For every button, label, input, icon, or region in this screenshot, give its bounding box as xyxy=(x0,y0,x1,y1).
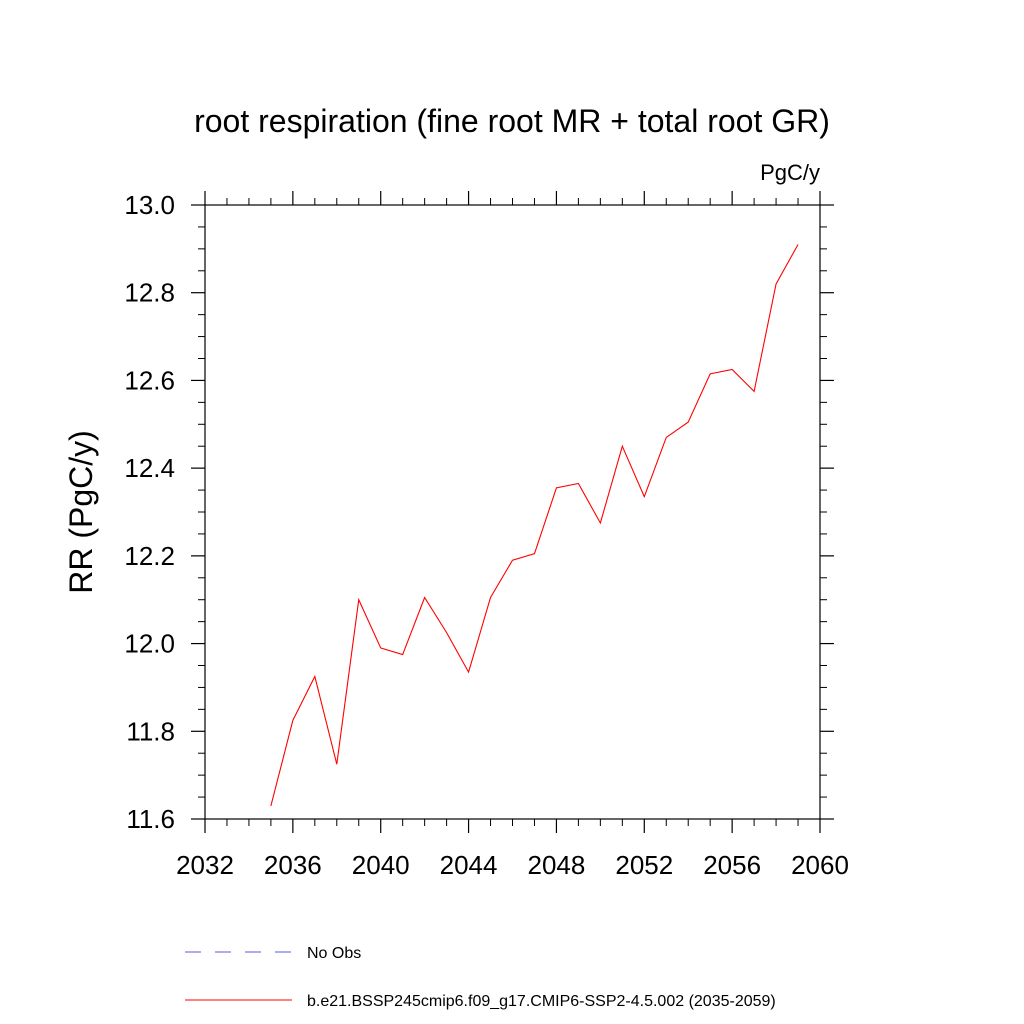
y-tick-label: 11.8 xyxy=(126,716,175,746)
y-tick-label: 13.0 xyxy=(124,190,175,220)
x-tick-label: 2056 xyxy=(703,850,761,880)
y-tick-label: 12.4 xyxy=(124,453,175,483)
axis-tick-labels: 2032 2036 2040 2044 2048 2052 2056 2060 11.6 11.8… xyxy=(124,190,849,880)
x-tick-label: 2044 xyxy=(440,850,498,880)
y-tick-label: 12.6 xyxy=(124,365,175,395)
legend: No Obs b.e21.BSSP245cmip6.f09_g17.CMIP6-S… xyxy=(185,945,776,1010)
y-tick-label: 11.6 xyxy=(126,804,175,834)
y-axis-label: RR (PgC/y) xyxy=(63,430,99,594)
plot-frame xyxy=(204,204,821,820)
axis-ticks xyxy=(191,191,834,833)
units-label: PgC/y xyxy=(760,160,820,185)
legend-label: b.e21.BSSP245cmip6.f09_g17.CMIP6-SSP2-4.… xyxy=(307,993,776,1010)
chart-title: root respiration (fine root MR + total r… xyxy=(194,103,830,139)
x-tick-label: 2060 xyxy=(791,850,849,880)
series-line xyxy=(270,244,799,806)
x-tick-label: 2032 xyxy=(176,850,234,880)
x-tick-label: 2040 xyxy=(352,850,410,880)
x-tick-label: 2052 xyxy=(615,850,673,880)
x-tick-label: 2036 xyxy=(264,850,322,880)
series-lines xyxy=(270,244,799,806)
legend-label: No Obs xyxy=(307,945,361,962)
y-tick-label: 12.8 xyxy=(124,278,175,308)
y-tick-label: 12.0 xyxy=(124,629,175,659)
y-tick-label: 12.2 xyxy=(124,541,175,571)
x-tick-label: 2048 xyxy=(528,850,586,880)
